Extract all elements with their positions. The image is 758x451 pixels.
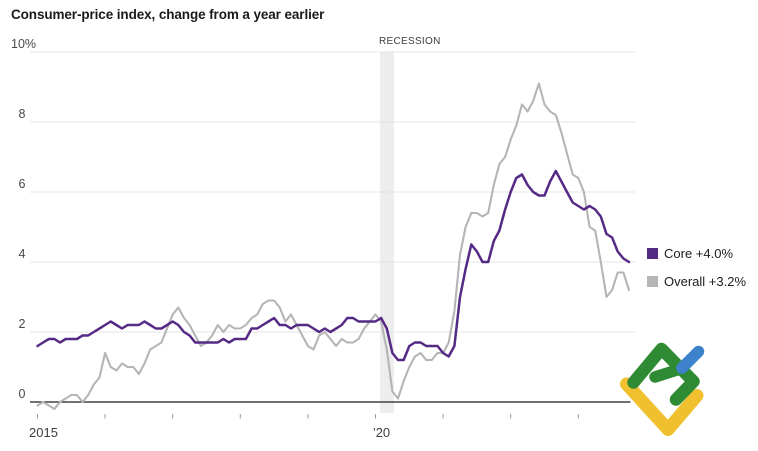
core-legend-label: Core +4.0% bbox=[664, 246, 734, 261]
y-axis-label: 6 bbox=[19, 177, 26, 191]
y-axis-label: 0 bbox=[19, 387, 26, 401]
overall-legend-swatch bbox=[647, 276, 658, 287]
legend-item-overall: Overall +3.2% bbox=[647, 274, 746, 289]
y-axis-label: 10% bbox=[11, 37, 36, 51]
recession-label: RECESSION bbox=[379, 36, 441, 47]
y-axis-label: 8 bbox=[19, 107, 26, 121]
logo-yellow-check-icon bbox=[620, 377, 704, 436]
core-legend-swatch bbox=[647, 248, 658, 259]
y-axis-label: 4 bbox=[19, 247, 26, 261]
chart-title: Consumer-price index, change from a year… bbox=[11, 7, 325, 22]
legend-item-core: Core +4.0% bbox=[647, 246, 733, 261]
y-axis-label: 2 bbox=[19, 317, 26, 331]
core-series-line bbox=[36, 169, 631, 362]
overall-series-line bbox=[36, 82, 631, 411]
litefinance-logo bbox=[620, 342, 705, 436]
logo-blue-accent-icon bbox=[676, 345, 705, 374]
x-axis-label: ’20 bbox=[373, 425, 390, 440]
x-axis-label: 2015 bbox=[29, 425, 58, 440]
overall-legend-label: Overall +3.2% bbox=[664, 274, 747, 289]
logo-green-bar-icon bbox=[649, 363, 686, 383]
